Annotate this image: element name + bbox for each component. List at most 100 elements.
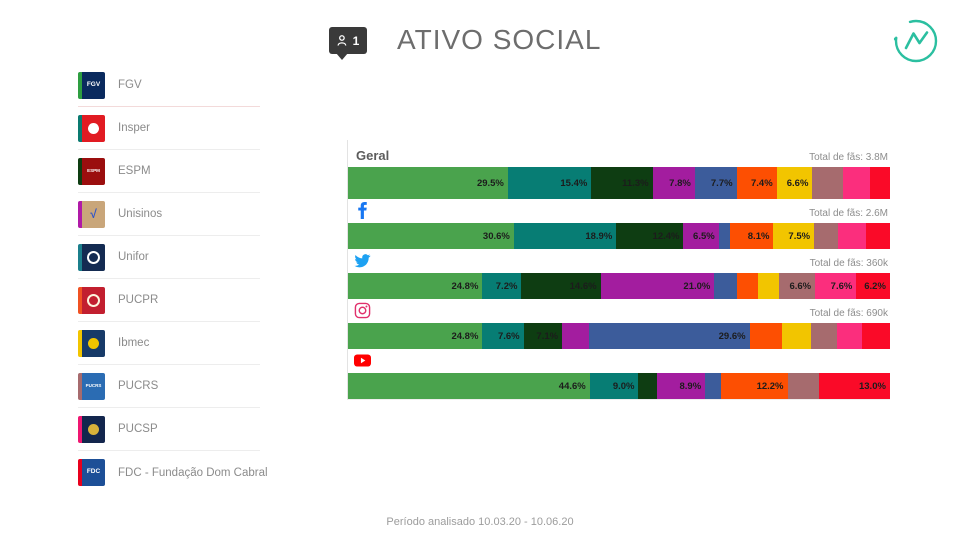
sidebar-item-insper[interactable]: Insper bbox=[78, 107, 260, 150]
sidebar-item-pucrs[interactable]: PUCRS PUCRS bbox=[78, 365, 260, 408]
sidebar-item-pucsp[interactable]: PUCSP bbox=[78, 408, 260, 451]
footer: Período analisado 10.03.20 - 10.06.20 bbox=[0, 516, 960, 528]
sidebar-item-label: PUCRS bbox=[118, 380, 159, 392]
chart-row-instagram: Total de fãs: 690k 24.8% 7.6% 7.1% 29.6% bbox=[348, 299, 890, 349]
bar-segment-fgv: 24.8% bbox=[348, 273, 483, 299]
logo-pucrs-icon: PUCRS bbox=[78, 372, 105, 400]
zigzag-circle-icon bbox=[893, 19, 938, 63]
bar-segment-value: 44.6% bbox=[558, 380, 586, 392]
logo-text: PUCRS bbox=[85, 382, 102, 388]
logo-dot bbox=[88, 337, 99, 349]
stacked-bar-youtube: 44.6% 9.0% 8.9% 12.2% 13.0% bbox=[348, 373, 890, 399]
bar-segment-pucrs: 6.6% bbox=[779, 273, 816, 299]
bar-segment-fgv: 24.8% bbox=[348, 323, 483, 349]
bar-segment-value: 6.2% bbox=[864, 280, 886, 292]
bar-segment-fdc-funda-o-dom-cabral: 13.0% bbox=[819, 373, 890, 399]
bar-segment-value: 13.0% bbox=[858, 380, 886, 392]
page-title: ATIVO SOCIAL bbox=[397, 24, 602, 55]
logo-fgv-icon: FGV bbox=[78, 71, 105, 99]
bar-segment-value: 6.6% bbox=[789, 280, 812, 292]
sidebar-item-fdc-funda-o-dom-cabral[interactable]: FDC FDC - Fundação Dom Cabral bbox=[78, 451, 268, 494]
badge-count: 1 bbox=[352, 33, 360, 48]
bar-segment-value: 6.5% bbox=[693, 230, 715, 242]
bar-segment-espm: 12.4% bbox=[616, 223, 684, 249]
bar-segment-unisinos: 21.0% bbox=[600, 273, 715, 299]
bar-segment-unisinos: 7.8% bbox=[652, 167, 695, 199]
bar-segment-value: 30.6% bbox=[482, 230, 510, 242]
bar-segment-value: 24.8% bbox=[451, 280, 479, 292]
total-fans-label-geral: Total de fãs: 3.8M bbox=[809, 152, 888, 163]
bar-segment-fdc-funda-o-dom-cabral bbox=[869, 167, 890, 199]
sidebar-item-label: FGV bbox=[118, 79, 142, 91]
logo-unifor-icon bbox=[78, 243, 105, 271]
facebook-icon bbox=[354, 202, 371, 219]
bar-segment-fgv: 30.6% bbox=[348, 223, 514, 249]
bar-segment-value: 21.0% bbox=[683, 280, 711, 292]
sidebar-item-fgv[interactable]: FGV FGV bbox=[78, 64, 260, 107]
bar-segment-value: 15.4% bbox=[560, 177, 588, 189]
stacked-bar-twitter: 24.8% 7.2% 14.6% 21.0% 6.6% 7.6% 6.2% bbox=[348, 273, 890, 299]
bar-segment-value: 6.6% bbox=[786, 177, 809, 189]
bar-segment-unisinos: 8.9% bbox=[656, 373, 706, 399]
bar-segment-value: 7.6% bbox=[830, 280, 853, 292]
stacked-bar-instagram: 24.8% 7.6% 7.1% 29.6% bbox=[348, 323, 890, 349]
bar-segment-value: 8.9% bbox=[679, 380, 702, 392]
sidebar-item-label: FDC - Fundação Dom Cabral bbox=[118, 466, 268, 479]
bar-segment-ibmec bbox=[758, 273, 780, 299]
sidebar-item-unifor[interactable]: Unifor bbox=[78, 236, 260, 279]
bar-segment-pucsp bbox=[842, 167, 870, 199]
logo-espm-icon: ESPM bbox=[78, 157, 105, 185]
logo-text: FGV bbox=[86, 80, 101, 88]
chart-row-head-facebook: Total de fãs: 2.6M bbox=[348, 199, 890, 223]
logo-text: ESPM bbox=[87, 167, 100, 173]
bar-segment-pucrs bbox=[812, 167, 843, 199]
bar-segment-value: 24.8% bbox=[451, 330, 479, 342]
sidebar-item-ibmec[interactable]: Ibmec bbox=[78, 322, 260, 365]
bar-segment-unisinos bbox=[562, 323, 590, 349]
chart-row-head-twitter: Total de fãs: 360k bbox=[348, 249, 890, 273]
selected-count-badge: 1 bbox=[329, 27, 367, 60]
bar-segment-value: 11.3% bbox=[622, 177, 649, 189]
sidebar-item-pucpr[interactable]: PUCPR bbox=[78, 279, 260, 322]
total-fans-label-instagram: Total de fãs: 690k bbox=[809, 308, 888, 319]
bar-segment-value: 9.0% bbox=[612, 380, 635, 392]
sidebar-item-label: PUCPR bbox=[118, 294, 159, 306]
sidebar-item-espm[interactable]: ESPM ESPM bbox=[78, 150, 260, 193]
period-analyzed: Período analisado 10.03.20 - 10.06.20 bbox=[386, 516, 574, 528]
sidebar-item-label: ESPM bbox=[118, 165, 151, 177]
sidebar-item-label: Ibmec bbox=[118, 337, 150, 349]
bar-segment-value: 18.9% bbox=[585, 230, 613, 242]
stacked-bar-geral: 29.5% 15.4% 11.3% 7.8% 7.7% 7.4% 6.6% bbox=[348, 167, 890, 199]
bar-segment-espm: 7.1% bbox=[523, 323, 563, 349]
bar-segment-value: 7.1% bbox=[536, 330, 559, 342]
instagram-icon bbox=[354, 302, 371, 319]
logo-pucpr-icon bbox=[78, 286, 105, 314]
bar-segment-pucsp: 7.6% bbox=[815, 273, 857, 299]
bar-segment-value: 7.2% bbox=[495, 280, 518, 292]
logo-insper-icon bbox=[78, 114, 105, 142]
bar-segment-espm: 14.6% bbox=[521, 273, 601, 299]
bar-segment-pucpr: 12.2% bbox=[721, 373, 788, 399]
bar-segment-ibmec bbox=[781, 323, 812, 349]
bar-segment-unisinos: 6.5% bbox=[683, 223, 719, 249]
sidebar-item-unisinos[interactable]: √ Unisinos bbox=[78, 193, 260, 236]
bar-segment-value: 29.5% bbox=[476, 177, 504, 189]
bar-segment-pucpr bbox=[737, 273, 759, 299]
total-fans-label-twitter: Total de fãs: 360k bbox=[809, 258, 888, 269]
bar-segment-pucsp bbox=[838, 223, 866, 249]
logo-pucsp-icon bbox=[78, 415, 105, 443]
chart-row-head-geral: Geral Total de fãs: 3.8M bbox=[348, 140, 890, 167]
logo-dot bbox=[88, 423, 99, 435]
bar-segment-value: 14.6% bbox=[569, 280, 597, 292]
sidebar-item-label: Unifor bbox=[118, 251, 149, 263]
bar-segment-ibmec: 7.5% bbox=[773, 223, 815, 249]
bar-segment-unifor bbox=[705, 373, 722, 399]
bar-segment-value: 7.6% bbox=[497, 330, 520, 342]
bar-segment-unifor: 7.7% bbox=[694, 167, 737, 199]
bar-segment-unifor: 29.6% bbox=[589, 323, 750, 349]
bar-segment-insper: 9.0% bbox=[589, 373, 639, 399]
bar-segment-fgv: 44.6% bbox=[348, 373, 590, 399]
bar-segment-fdc-funda-o-dom-cabral: 6.2% bbox=[856, 273, 890, 299]
person-icon bbox=[337, 35, 347, 46]
bar-segment-espm bbox=[638, 373, 657, 399]
